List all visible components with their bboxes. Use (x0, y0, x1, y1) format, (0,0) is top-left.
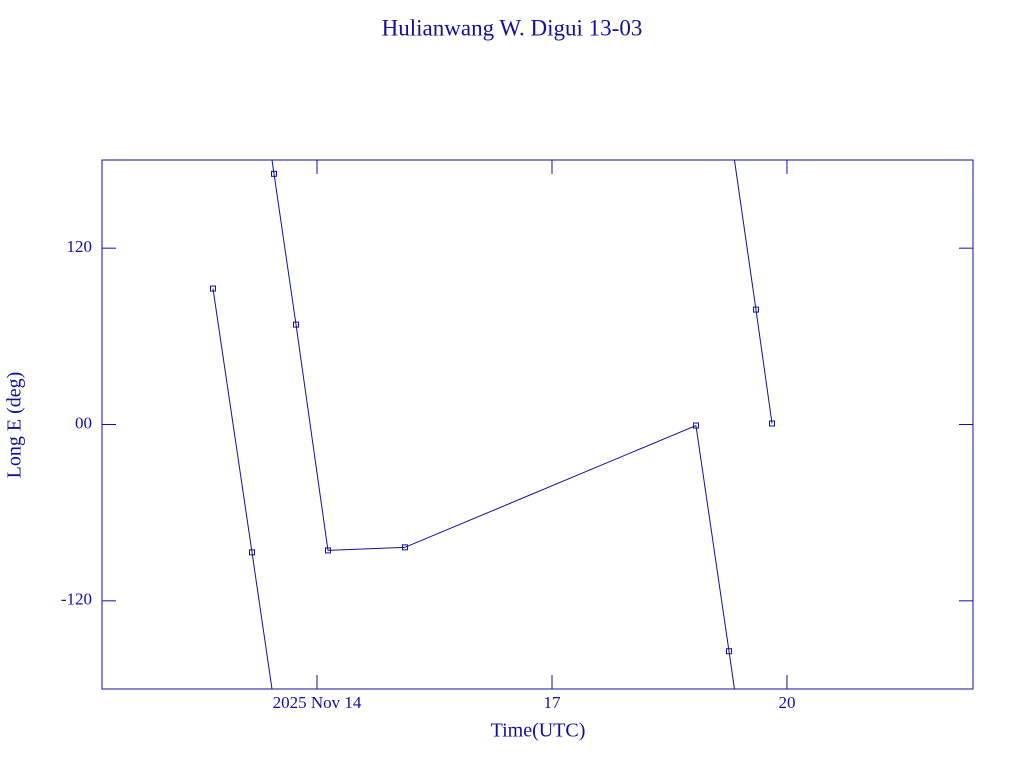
point-marker (324, 547, 331, 554)
chart-title: Hulianwang W. Digui 13-03 (382, 15, 643, 40)
y-tick-label: -120 (61, 590, 92, 609)
line-segment (212, 288, 253, 553)
y-tick-label: 120 (67, 237, 93, 256)
line-segment (404, 425, 697, 548)
y-axis-label: Long E (deg) (4, 372, 26, 479)
line-segment (327, 546, 405, 551)
line-segment (295, 324, 329, 551)
line-segment (728, 159, 757, 690)
point-marker (401, 544, 408, 551)
point-marker (209, 285, 216, 292)
x-axis-label: Time(UTC) (491, 720, 586, 742)
x-tick-label: 20 (778, 693, 795, 712)
point-marker (248, 549, 255, 556)
x-tick-label: 17 (543, 693, 561, 712)
line-segment (755, 309, 773, 424)
point-marker (752, 306, 759, 313)
line-segment (251, 159, 275, 690)
point-marker (271, 170, 278, 177)
line-segment (273, 173, 297, 325)
x-tick-label: 2025 Nov 14 (273, 693, 362, 712)
point-marker (293, 321, 300, 328)
point-marker (769, 420, 776, 427)
point-marker (726, 648, 733, 655)
y-tick-label: 00 (75, 413, 92, 432)
line-segment (695, 425, 730, 652)
point-marker (692, 422, 699, 429)
